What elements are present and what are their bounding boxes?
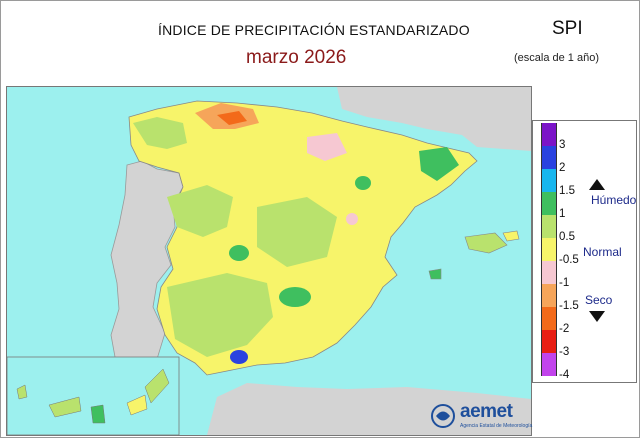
- logo-wordmark: aemet: [460, 401, 513, 422]
- legend-swatch: [541, 169, 557, 192]
- legend-normal-label: Normal: [583, 245, 622, 259]
- spi-map: [6, 86, 532, 436]
- legend-swatch: [541, 192, 557, 215]
- aemet-emblem-icon: [431, 404, 455, 428]
- legend-swatch: [541, 215, 557, 238]
- legend-tick-label: 1.5: [559, 185, 575, 197]
- africa-land: [207, 383, 531, 435]
- legend-tick-label: -1.5: [559, 300, 579, 312]
- legend-tick-label: -3: [559, 346, 570, 358]
- legend-tick-label: -2: [559, 323, 570, 335]
- canary-island-5: [126, 394, 148, 416]
- legend-tick-label: 0.5: [559, 231, 575, 243]
- legend-dry-label: Seco: [585, 293, 613, 307]
- scale-note: (escala de 1 año): [514, 52, 599, 64]
- menorca-island: [502, 230, 520, 242]
- legend-swatch: [541, 330, 557, 353]
- canary-island-4: [144, 368, 170, 404]
- canary-island-2: [48, 396, 82, 418]
- france-land: [337, 87, 531, 151]
- jaen-spot: [279, 287, 311, 307]
- legend-tick-label: 2: [559, 162, 566, 174]
- galicia-zone: [133, 117, 187, 149]
- cadiz-spot: [230, 350, 248, 364]
- color-legend: 3 2 1.5 1 0.5 -0.5 -1 -1.5 -2 -3 -4 Húmedo Normal …: [532, 120, 637, 383]
- map-title: ÍNDICE DE PRECIPITACIÓN ESTANDARIZADO: [158, 22, 470, 38]
- teruel-spot: [355, 176, 371, 190]
- arrow-down-icon: [589, 311, 605, 322]
- mancha-zone: [257, 197, 337, 267]
- legend-tick-label: -0.5: [559, 254, 579, 266]
- index-name: SPI: [552, 18, 583, 39]
- period-label: marzo 2026: [246, 47, 347, 68]
- legend-swatch: [541, 353, 557, 376]
- legend-tick-label: -1: [559, 277, 570, 289]
- duero-zone: [167, 185, 233, 237]
- canary-island-3: [90, 404, 106, 424]
- canary-island-1: [16, 384, 28, 400]
- arrow-up-icon: [589, 179, 605, 190]
- legend-swatch: [541, 307, 557, 330]
- legend-tick-label: 1: [559, 208, 566, 220]
- mallorca-island: [464, 232, 508, 254]
- levante-spot: [346, 213, 358, 225]
- legend-swatch: [541, 238, 557, 261]
- map-canvas: [7, 87, 531, 435]
- legend-swatch: [541, 123, 557, 146]
- aemet-logo: aemet Agencia Estatal de Meteorología: [430, 401, 533, 433]
- andalucia-zone: [167, 273, 273, 357]
- centro-spot: [229, 245, 249, 261]
- asturias-zone: [217, 111, 247, 125]
- legend-swatch: [541, 284, 557, 307]
- ibiza-island: [428, 268, 442, 280]
- legend-wet-label: Húmedo: [591, 193, 637, 207]
- legend-swatch: [541, 261, 557, 284]
- catalonia-zone: [419, 147, 459, 181]
- legend-tick-label: -4: [559, 369, 570, 381]
- legend-tick-label: 3: [559, 139, 566, 151]
- logo-subtitle: Agencia Estatal de Meteorología: [460, 423, 533, 429]
- ebro-zone: [307, 133, 347, 161]
- legend-swatch: [541, 146, 557, 169]
